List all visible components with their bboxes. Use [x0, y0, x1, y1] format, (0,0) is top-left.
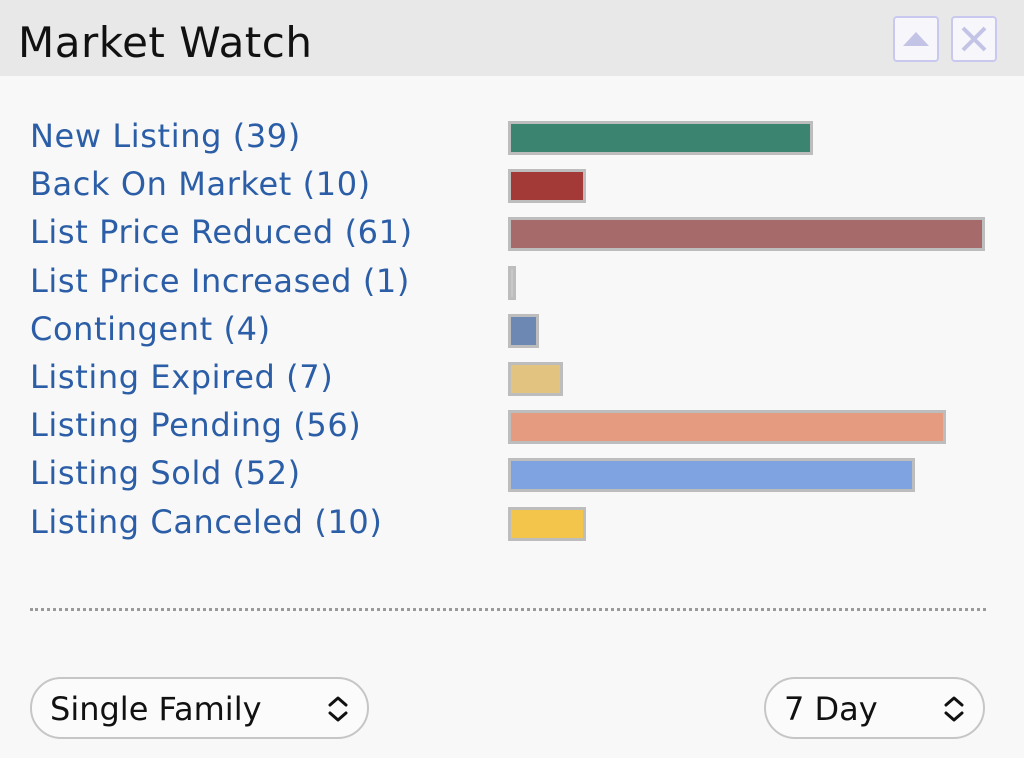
status-link[interactable]: List Price Reduced (61) [30, 213, 413, 252]
status-link[interactable]: Listing Pending (56) [30, 406, 362, 445]
status-link[interactable]: Listing Canceled (10) [30, 502, 383, 541]
status-bar [508, 458, 915, 493]
status-link[interactable]: Listing Sold (52) [30, 454, 301, 493]
property-type-value: Single Family [50, 690, 262, 728]
status-link[interactable]: Listing Expired (7) [30, 358, 334, 396]
status-link[interactable]: Back On Market (10) [30, 165, 371, 204]
window-title: Market Watch [18, 18, 313, 67]
triangle-up-icon [903, 32, 929, 46]
status-bar [508, 265, 516, 300]
collapse-button[interactable] [893, 16, 939, 62]
time-range-value: 7 Day [784, 690, 878, 728]
status-link[interactable]: New Listing (39) [30, 117, 301, 155]
up-down-chevron-icon [944, 696, 964, 722]
status-bar [508, 169, 586, 204]
close-x-icon [961, 26, 987, 52]
status-bar [508, 362, 563, 396]
divider [30, 608, 986, 611]
status-bar [508, 217, 985, 252]
property-type-select[interactable]: Single Family [30, 677, 369, 739]
time-range-select[interactable]: 7 Day [764, 677, 985, 739]
status-bar [508, 506, 586, 541]
up-down-chevron-icon [328, 696, 348, 722]
status-bar [508, 313, 539, 348]
close-button[interactable] [951, 16, 997, 62]
status-link[interactable]: List Price Increased (1) [30, 261, 410, 300]
status-bar [508, 121, 813, 155]
status-bar [508, 410, 946, 445]
status-link[interactable]: Contingent (4) [30, 309, 271, 348]
window-header: Market Watch [0, 0, 1024, 76]
